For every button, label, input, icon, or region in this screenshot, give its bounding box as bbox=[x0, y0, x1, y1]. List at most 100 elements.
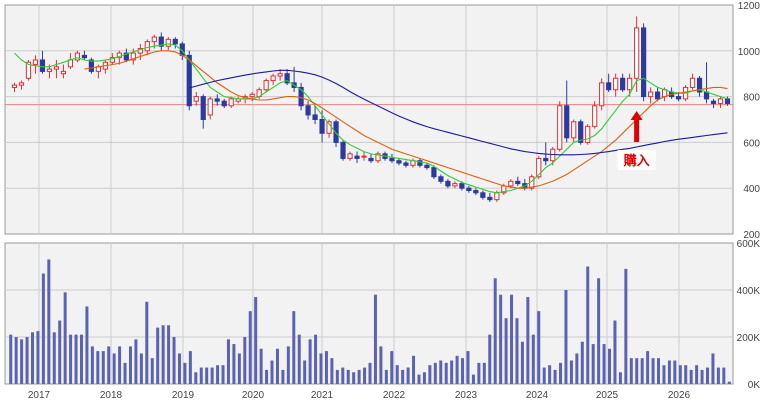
price-tick-label: 600 bbox=[743, 138, 760, 149]
candle-up bbox=[46, 68, 53, 72]
volume-tick-label: 400K bbox=[737, 286, 761, 297]
year-tick-label: 2017 bbox=[28, 390, 51, 401]
candle-up bbox=[347, 153, 353, 159]
volume-bar bbox=[422, 372, 426, 384]
volume-bar bbox=[395, 365, 399, 384]
volume-bar bbox=[635, 358, 639, 384]
volume-bar bbox=[471, 374, 475, 384]
volume-bar bbox=[188, 351, 192, 384]
volume-bar bbox=[684, 365, 688, 384]
volume-bar bbox=[363, 367, 367, 384]
volume-bar bbox=[183, 362, 187, 384]
volume-bar bbox=[205, 367, 209, 384]
volume-bar bbox=[58, 320, 62, 384]
volume-bar bbox=[275, 348, 279, 384]
volume-bar bbox=[515, 318, 519, 384]
volume-tick-label: 0K bbox=[748, 380, 761, 391]
volume-bar bbox=[259, 348, 263, 384]
volume-bar bbox=[281, 369, 285, 384]
price-tick-label: 1000 bbox=[738, 47, 761, 58]
candle-down bbox=[172, 38, 178, 45]
volume-bar bbox=[150, 358, 154, 384]
volume-bar bbox=[608, 348, 612, 384]
volume-bar bbox=[123, 362, 127, 384]
candle-up bbox=[571, 121, 577, 139]
volume-bar bbox=[673, 360, 677, 384]
candle-up bbox=[144, 41, 150, 52]
candle-up bbox=[634, 27, 640, 79]
volume-bar bbox=[384, 369, 388, 384]
volume-bar bbox=[20, 339, 24, 384]
candle-up bbox=[109, 57, 115, 63]
candle-down bbox=[305, 105, 311, 116]
volume-bar bbox=[591, 344, 595, 384]
candle-down bbox=[438, 176, 444, 182]
candle-up bbox=[74, 52, 81, 61]
candle-down bbox=[368, 157, 374, 162]
candle-up bbox=[263, 80, 269, 91]
candle-up bbox=[557, 105, 563, 150]
volume-bar bbox=[194, 372, 198, 384]
candle-up bbox=[25, 61, 32, 79]
volume-bar bbox=[265, 369, 269, 384]
volume-bar bbox=[379, 346, 383, 384]
candle-down bbox=[333, 121, 339, 143]
volume-bar bbox=[559, 362, 563, 384]
candle-up bbox=[32, 59, 39, 66]
year-tick-label: 2023 bbox=[455, 390, 478, 401]
candle-up bbox=[508, 180, 514, 187]
candle-down bbox=[710, 100, 717, 104]
volume-bar bbox=[711, 353, 715, 384]
volume-bar bbox=[520, 341, 524, 384]
candle-down bbox=[214, 98, 220, 102]
year-tick-label: 2021 bbox=[311, 390, 334, 401]
candle-down bbox=[564, 105, 570, 139]
candle-down bbox=[312, 114, 318, 120]
year-tick-label: 2019 bbox=[172, 390, 195, 401]
volume-bar bbox=[352, 372, 356, 384]
candle-down bbox=[696, 77, 703, 93]
volume-bar bbox=[689, 369, 693, 384]
candle-up bbox=[452, 183, 458, 187]
volume-bar bbox=[548, 365, 552, 384]
volume-bar bbox=[716, 367, 720, 384]
volume-bar bbox=[30, 332, 34, 384]
volume-bar bbox=[401, 369, 405, 384]
candle-down bbox=[221, 100, 227, 107]
volume-bar bbox=[439, 360, 443, 384]
candle-down bbox=[620, 77, 626, 91]
volume-bar bbox=[216, 365, 220, 384]
candle-down bbox=[403, 162, 409, 166]
volume-bar bbox=[493, 278, 497, 384]
candle-up bbox=[249, 93, 255, 98]
candle-down bbox=[340, 141, 346, 159]
volume-bar bbox=[553, 369, 557, 384]
candle-up bbox=[717, 98, 724, 104]
volume-bar bbox=[444, 362, 448, 384]
volume-bar bbox=[580, 341, 584, 384]
volume-bar bbox=[564, 290, 568, 384]
volume-bar bbox=[118, 346, 122, 384]
candle-up bbox=[648, 91, 654, 98]
price-tick-label: 800 bbox=[743, 93, 760, 104]
buy-label: 購入 bbox=[623, 153, 650, 168]
volume-bar bbox=[14, 337, 18, 384]
price-tick-label: 1200 bbox=[738, 1, 761, 12]
candle-up bbox=[60, 70, 67, 75]
volume-bar bbox=[292, 311, 296, 384]
candle-down bbox=[641, 27, 647, 98]
candle-down bbox=[445, 180, 451, 187]
volume-bar bbox=[646, 351, 650, 384]
volume-bar bbox=[477, 362, 481, 384]
volume-bar bbox=[412, 355, 416, 384]
volume-bar bbox=[156, 327, 160, 384]
volume-bar bbox=[542, 367, 546, 384]
candle-up bbox=[193, 96, 199, 102]
volume-bar bbox=[286, 346, 290, 384]
volume-bar bbox=[368, 362, 372, 384]
candle-up bbox=[165, 38, 171, 47]
volume-bar bbox=[335, 369, 339, 384]
volume-bar bbox=[47, 259, 51, 384]
